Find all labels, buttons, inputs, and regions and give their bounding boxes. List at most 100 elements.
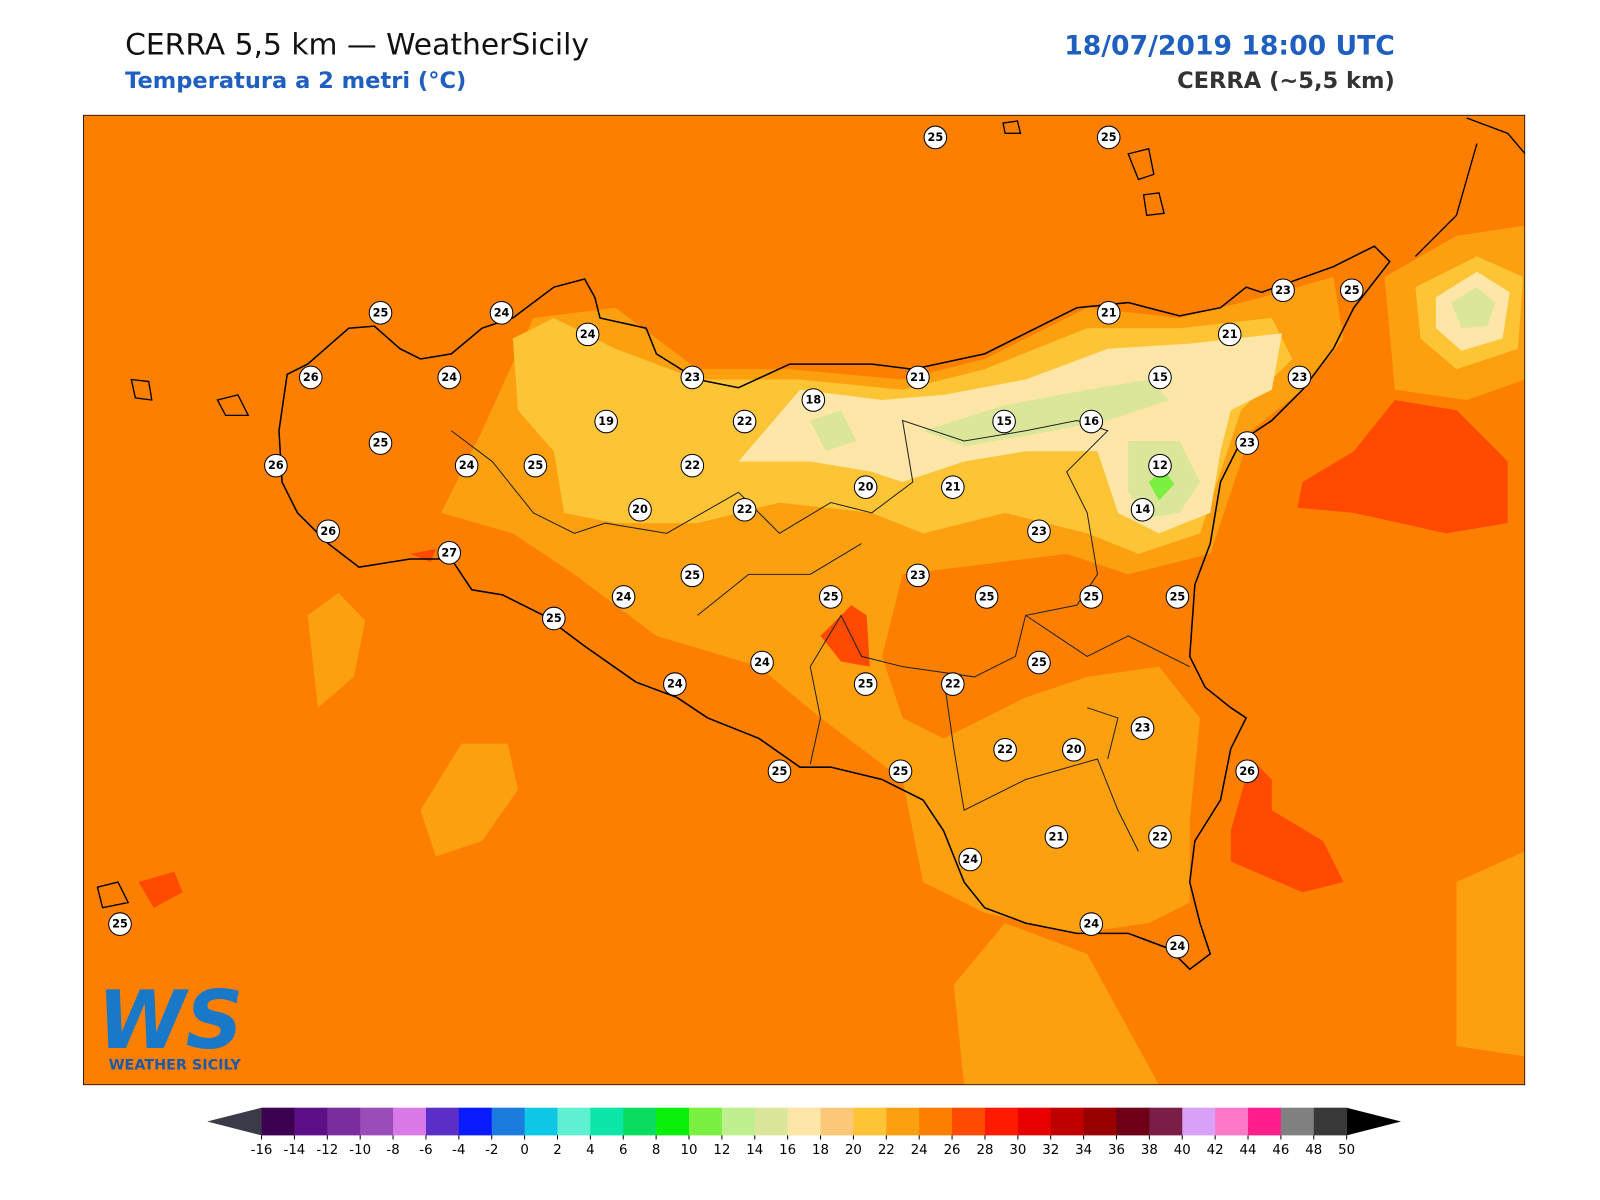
- station-value: 25: [858, 678, 874, 691]
- station-marker: [264, 453, 288, 478]
- colorbar-label: 0: [520, 1143, 528, 1158]
- station: 22: [680, 453, 705, 478]
- colorbar-bin: [491, 1107, 526, 1136]
- station-marker: [767, 759, 792, 784]
- station-value: 25: [1083, 590, 1099, 603]
- colorbar-label: -8: [386, 1143, 399, 1158]
- colorbar-label: -12: [316, 1143, 338, 1158]
- station: 23: [1235, 431, 1259, 455]
- subtitle: Temperatura a 2 metri (°C): [125, 68, 466, 94]
- colorbar-bin: [1215, 1107, 1249, 1136]
- temp-area: [1451, 287, 1496, 329]
- station-marker: [680, 563, 705, 588]
- station-layer: 25 25 25 24 24 23 25 21 21 26 24 23 21 15 23 18 19 22 15 16…: [108, 125, 1364, 959]
- station-marker: [906, 563, 930, 588]
- station: 24: [663, 672, 687, 696]
- station: 25: [923, 125, 948, 150]
- colorbar-bin: [393, 1107, 427, 1136]
- station-value: 25: [1170, 590, 1186, 603]
- station: 25: [108, 912, 132, 936]
- station-value: 25: [112, 918, 128, 931]
- station-value: 24: [962, 853, 978, 866]
- colorbar-bin: [1280, 1107, 1315, 1136]
- station-marker: [437, 365, 462, 390]
- station-value: 24: [1083, 918, 1099, 931]
- colorbar-label: 16: [779, 1143, 796, 1158]
- model: CERRA (~5,5 km): [1177, 68, 1395, 94]
- station-marker: [1027, 519, 1051, 544]
- station: 21: [1044, 825, 1069, 849]
- station-marker: [1079, 409, 1104, 434]
- colorbar-label: 28: [976, 1143, 993, 1158]
- station-marker: [1165, 585, 1190, 609]
- station-marker: [1235, 759, 1259, 784]
- temp-area: [1230, 758, 1344, 893]
- station-marker: [941, 475, 965, 499]
- colorbar-label: 44: [1240, 1143, 1257, 1158]
- colorbar-bin: [787, 1107, 822, 1136]
- station: 25: [1079, 585, 1104, 609]
- station: 22: [941, 672, 965, 696]
- station-marker: [368, 301, 393, 325]
- colorbar-label: -10: [349, 1143, 371, 1158]
- station: 25: [818, 585, 843, 609]
- station-marker: [1148, 453, 1172, 478]
- station-marker: [611, 585, 636, 609]
- station-marker: [906, 365, 930, 390]
- station-value: 25: [979, 590, 995, 603]
- temp-area: [953, 923, 1159, 1086]
- station-marker: [663, 672, 687, 696]
- station-marker: [1217, 322, 1242, 347]
- colorbar-bin: [524, 1107, 558, 1136]
- station: 26: [316, 519, 340, 544]
- station-marker: [368, 431, 393, 455]
- station-value: 22: [737, 415, 753, 428]
- station-value: 24: [754, 656, 770, 669]
- station: 25: [1096, 125, 1121, 150]
- colorbar-label: -2: [485, 1143, 498, 1158]
- station: 25: [1339, 278, 1364, 303]
- station-marker: [1235, 431, 1259, 455]
- logo-name: WEATHER SICILY: [109, 1058, 242, 1074]
- colorbar-label: 32: [1042, 1143, 1059, 1158]
- colorbar-label: 38: [1141, 1143, 1158, 1158]
- station: 26: [298, 365, 323, 390]
- station-value: 25: [373, 306, 389, 319]
- colorbar-label: 42: [1207, 1143, 1224, 1158]
- colorbar-label: 26: [944, 1143, 961, 1158]
- station-value: 24: [616, 590, 632, 603]
- station-value: 24: [441, 371, 457, 384]
- temp-area: [810, 379, 1200, 518]
- station-marker: [853, 672, 878, 696]
- colorbar-bin: [952, 1107, 986, 1136]
- colorbar-bin: [261, 1107, 295, 1136]
- colorbar-label: 12: [713, 1143, 730, 1158]
- colorbar-bin: [1182, 1107, 1216, 1136]
- title: CERRA 5,5 km — WeatherSicily: [125, 27, 589, 62]
- station-value: 21: [1101, 306, 1117, 319]
- station-marker: [1148, 825, 1172, 849]
- station: 15: [992, 409, 1016, 434]
- station-marker: [680, 365, 705, 390]
- colorbar-bin: [458, 1107, 493, 1136]
- station: 23: [1287, 365, 1312, 390]
- station-value: 21: [1222, 328, 1238, 341]
- station-marker: [818, 585, 843, 609]
- station-value: 27: [441, 546, 457, 559]
- station-marker: [1287, 365, 1312, 390]
- station: 25: [680, 563, 705, 588]
- colorbar-label: 8: [652, 1143, 660, 1158]
- station: 24: [1165, 934, 1190, 959]
- colorbar-bin: [1017, 1107, 1052, 1136]
- station: 24: [1079, 912, 1104, 936]
- station: 27: [437, 541, 462, 565]
- station-marker: [992, 409, 1016, 434]
- colorbar-label: 6: [619, 1143, 627, 1158]
- station: 23: [906, 563, 930, 588]
- station: 23: [1271, 278, 1295, 303]
- station: 12: [1148, 453, 1172, 478]
- station-value: 23: [1031, 525, 1047, 538]
- colorbar-bin: [1050, 1107, 1085, 1136]
